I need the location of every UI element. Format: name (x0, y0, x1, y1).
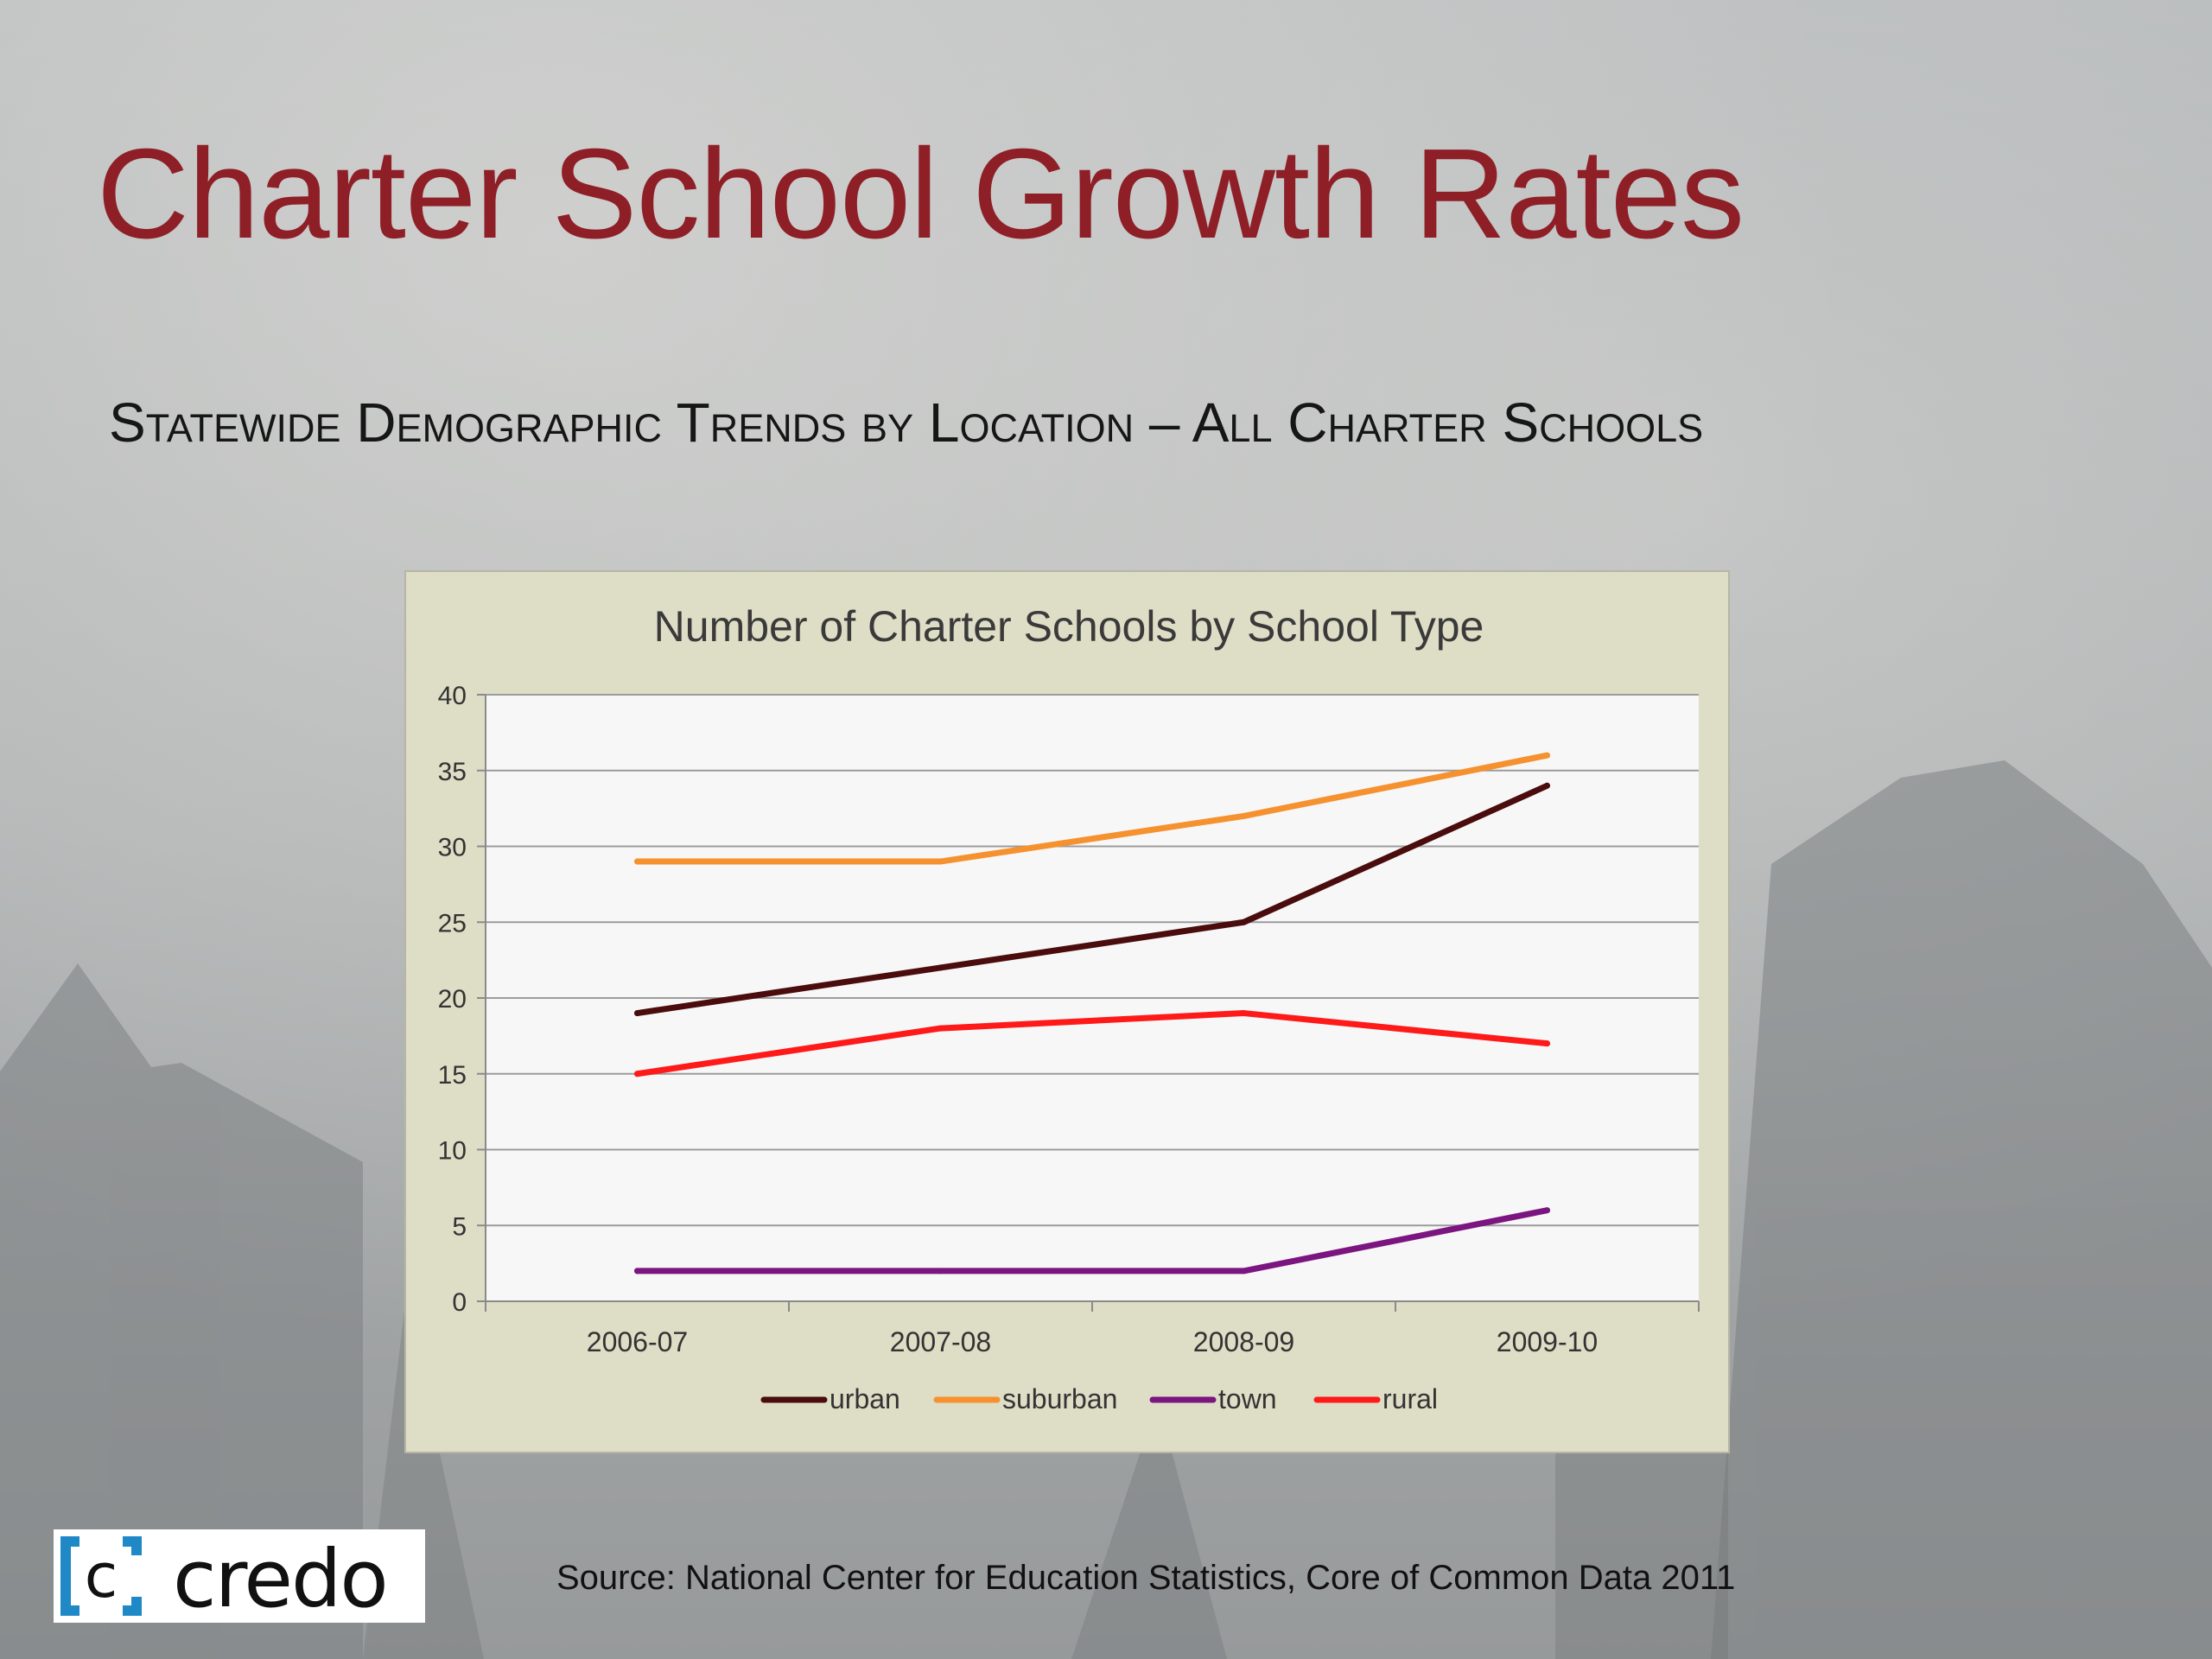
series-line-town (634, 1207, 1550, 1274)
data-point-rural (1241, 1010, 1247, 1017)
slide-subtitle: Statewide Demographic Trends by Location… (109, 391, 1704, 454)
data-point-rural (1544, 1040, 1550, 1047)
x-tick-label: 2009-10 (1497, 1326, 1598, 1357)
logo-text: credo (173, 1533, 389, 1625)
slide-title: Charter School Growth Rates (97, 123, 1745, 265)
data-point-town (938, 1268, 944, 1274)
chart-title: Number of Charter Schools by School Type (654, 602, 1484, 651)
legend-label-rural: rural (1382, 1383, 1438, 1414)
y-tick-label: 30 (438, 834, 467, 862)
data-point-rural (634, 1071, 640, 1077)
data-point-suburban (938, 858, 944, 865)
y-tick-label: 15 (438, 1061, 467, 1090)
data-point-rural (938, 1025, 944, 1032)
series-line-urban (634, 782, 1550, 1017)
legend-label-urban: urban (830, 1383, 900, 1414)
legend-label-town: town (1218, 1383, 1277, 1414)
x-tick-label: 2006-07 (587, 1326, 688, 1357)
data-point-town (634, 1268, 640, 1274)
data-point-urban (938, 964, 944, 971)
series-line-suburban (634, 752, 1550, 865)
logo-bracket-icon: c (60, 1536, 142, 1616)
legend-label-suburban: suburban (1002, 1383, 1117, 1414)
x-tick-label: 2008-09 (1193, 1326, 1294, 1357)
y-tick-label: 0 (452, 1288, 467, 1317)
y-tick-label: 10 (438, 1137, 467, 1166)
y-tick-label: 5 (452, 1212, 467, 1241)
x-tick-label: 2007-08 (890, 1326, 991, 1357)
line-chart: Number of Charter Schools by School Type… (438, 602, 1700, 1414)
data-point-suburban (1544, 752, 1550, 759)
data-point-urban (1241, 918, 1247, 925)
data-point-urban (1544, 782, 1550, 789)
series-line-rural (634, 1010, 1550, 1077)
chart-panel: Number of Charter Schools by School Type… (404, 570, 1730, 1453)
y-tick-label: 25 (438, 909, 467, 938)
source-note: Source: National Center for Education St… (556, 1559, 1736, 1597)
y-tick-label: 20 (438, 985, 467, 1014)
data-point-suburban (634, 858, 640, 865)
svg-text:c: c (85, 1541, 118, 1611)
data-point-suburban (1241, 812, 1247, 819)
data-point-town (1544, 1207, 1550, 1214)
data-point-town (1241, 1268, 1247, 1274)
y-tick-label: 40 (438, 682, 467, 710)
credo-logo: c credo (54, 1529, 425, 1625)
data-point-urban (634, 1010, 640, 1017)
y-tick-label: 35 (438, 758, 467, 786)
page-number: 11 (2041, 1562, 2075, 1599)
